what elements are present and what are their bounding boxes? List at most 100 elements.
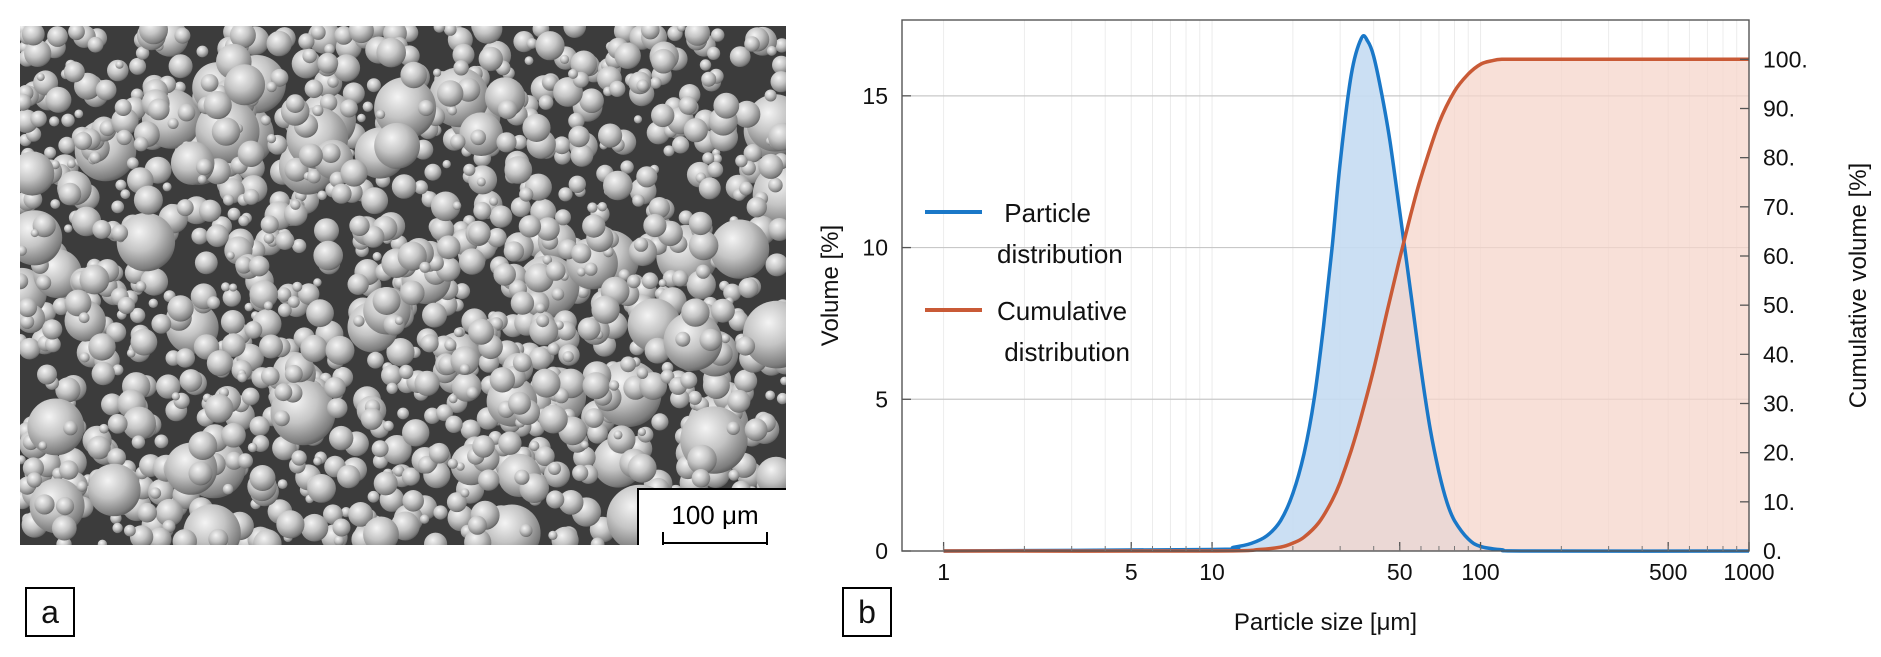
powder-particle: [559, 54, 570, 64]
powder-particle: [780, 376, 786, 386]
powder-particle: [20, 273, 29, 290]
powder-particle: [743, 144, 762, 163]
powder-particle: [49, 116, 60, 127]
powder-particle: [260, 115, 271, 126]
y-right-tick-label: 30.: [1763, 391, 1795, 417]
powder-particle: [528, 347, 552, 370]
powder-particle: [597, 202, 607, 212]
powder-particle: [637, 427, 647, 437]
powder-particle: [603, 170, 633, 201]
powder-particle: [349, 215, 370, 236]
powder-particle: [314, 218, 339, 244]
powder-particle: [436, 235, 461, 260]
powder-particle: [460, 419, 481, 440]
powder-particle: [284, 364, 303, 383]
powder-particle: [712, 154, 722, 164]
powder-particle: [548, 530, 558, 540]
powder-particle: [238, 215, 250, 227]
powder-particle: [208, 528, 229, 545]
powder-particle: [433, 26, 446, 33]
powder-particle: [590, 537, 605, 545]
powder-particle: [430, 191, 461, 222]
powder-particle: [518, 215, 542, 238]
powder-particle: [538, 95, 554, 110]
powder-particle: [591, 295, 620, 324]
y-right-tick-label: 40.: [1763, 341, 1795, 367]
powder-particle: [111, 200, 125, 214]
powder-particle: [579, 88, 604, 113]
powder-particle: [133, 136, 149, 152]
powder-particle: [292, 281, 303, 292]
powder-particle: [400, 280, 425, 306]
powder-particle: [176, 199, 194, 217]
legend: Particle distribution Cumulative distribut…: [925, 198, 1130, 367]
powder-particle: [489, 205, 513, 228]
powder-particle: [306, 299, 334, 328]
powder-particle: [211, 117, 241, 146]
powder-particle: [648, 197, 670, 219]
powder-particle: [609, 80, 626, 97]
plot-frame: [901, 19, 1750, 552]
powder-particle: [64, 289, 92, 317]
powder-particle: [61, 113, 75, 128]
powder-particle: [116, 212, 176, 272]
powder-particle: [340, 159, 368, 187]
powder-particle: [414, 370, 440, 396]
y-right-tick-label: 100.: [1763, 46, 1808, 72]
powder-particle: [237, 453, 253, 469]
powder-particle: [348, 502, 373, 527]
powder-particle: [584, 408, 604, 428]
powder-particle: [27, 398, 85, 456]
powder-particle: [266, 30, 292, 57]
powder-particle: [172, 529, 197, 545]
scale-bar-left-cap: [662, 532, 664, 545]
powder-particle: [391, 174, 417, 199]
powder-particle: [313, 240, 344, 271]
powder-particle: [582, 214, 606, 238]
powder-particle: [300, 334, 328, 363]
powder-particle: [221, 282, 231, 292]
powder-particle: [744, 36, 760, 52]
powder-particle: [696, 264, 711, 279]
powder-particle: [643, 213, 667, 238]
powder-particle: [20, 314, 35, 329]
powder-particle: [177, 103, 196, 122]
powder-particle: [30, 110, 47, 128]
powder-particle: [376, 37, 407, 68]
powder-particle: [229, 26, 256, 49]
powder-particle: [711, 28, 725, 42]
powder-particle: [433, 68, 442, 77]
powder-particle: [87, 36, 104, 53]
powder-particle: [758, 153, 784, 179]
scale-bar-line: [663, 542, 767, 544]
powder-particle: [424, 163, 442, 181]
powder-particle: [729, 46, 751, 67]
x-tick-label: 500: [1649, 559, 1687, 585]
series-area-1: [943, 59, 1749, 552]
powder-particle: [64, 224, 73, 233]
powder-particle: [200, 74, 219, 92]
x-tick-label: 100: [1461, 559, 1499, 585]
powder-particle: [374, 77, 437, 140]
powder-particle: [263, 301, 273, 311]
legend-label-1: distribution: [997, 337, 1130, 367]
powder-particle: [313, 278, 322, 287]
powder-particle: [489, 196, 499, 206]
scale-bar: 100 μm: [637, 488, 786, 545]
powder-particle: [742, 300, 786, 369]
powder-particle: [756, 456, 786, 497]
powder-particle: [58, 136, 76, 154]
powder-particle: [107, 413, 128, 434]
legend-label-1: Cumulative: [997, 296, 1127, 326]
powder-particle: [310, 26, 326, 40]
powder-particle: [620, 160, 634, 174]
powder-particle: [598, 123, 623, 148]
powder-particle: [312, 104, 324, 117]
powder-particle: [307, 169, 321, 184]
powder-particle: [514, 469, 530, 485]
powder-particle: [734, 369, 758, 393]
powder-particle: [329, 425, 354, 451]
powder-particle: [576, 285, 589, 298]
powder-particle: [323, 504, 343, 525]
powder-particle: [366, 78, 381, 93]
